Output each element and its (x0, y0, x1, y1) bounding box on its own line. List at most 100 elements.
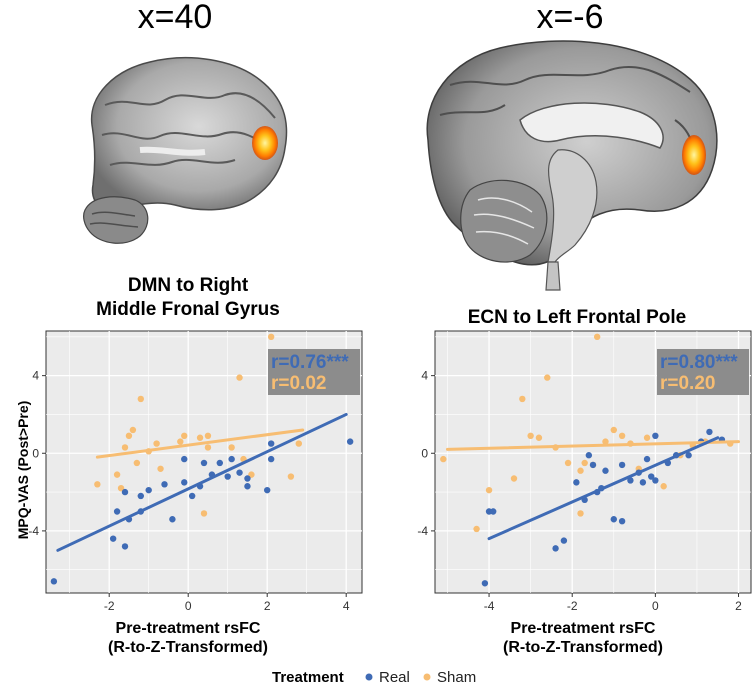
point-sham (248, 471, 255, 478)
point-sham (643, 434, 651, 441)
y-tick-label: -4 (28, 524, 39, 538)
point-real (560, 537, 568, 544)
point-real (236, 469, 243, 476)
correlation-real: r=0.80*** (660, 352, 738, 373)
x-tick-label: 4 (343, 599, 350, 613)
point-real (121, 488, 129, 496)
point-sham (544, 374, 551, 381)
point-real (639, 479, 647, 486)
point-sham (181, 432, 188, 439)
brain-slice-right-hemisphere: x=40 (83, 0, 288, 244)
annotation-box (268, 349, 360, 395)
x-tick-label: -4 (484, 599, 495, 613)
tick-labels: -4 -2 0 2 -4 0 4 (417, 369, 742, 613)
point-real (627, 477, 634, 484)
trend-line-real (487, 436, 720, 541)
point-sham (121, 444, 129, 451)
point-sham (113, 471, 121, 478)
point-real (648, 473, 655, 480)
panel1-xlabel-line1: Pre-treatment rsFC (116, 620, 261, 637)
point-sham (473, 525, 480, 533)
point-sham (510, 475, 518, 482)
point-real (109, 535, 117, 542)
point-real (161, 481, 168, 488)
point-sham (137, 395, 144, 403)
point-real (618, 461, 626, 469)
point-real (188, 492, 196, 500)
tick-labels: -2 0 2 4 -4 0 4 (28, 369, 350, 613)
point-real (706, 428, 713, 436)
annotation-box (657, 349, 749, 395)
point-real (121, 543, 129, 550)
point-sham (129, 426, 137, 434)
point-sham (577, 467, 584, 474)
point-sham (236, 374, 243, 381)
point-real (228, 455, 235, 463)
point-real (585, 452, 593, 459)
point-real (267, 440, 275, 447)
point-sham (564, 459, 572, 467)
y-tick-label: 0 (421, 446, 428, 460)
point-real (481, 580, 489, 587)
data-marks (440, 333, 741, 587)
x-tick-label: 0 (652, 599, 659, 613)
point-real (618, 517, 626, 525)
point-real (346, 438, 354, 445)
point-sham (157, 465, 164, 472)
x-tick-label: -2 (104, 599, 115, 613)
x-tick-label: 0 (185, 599, 192, 613)
trend-line-real (56, 412, 348, 552)
point-sham (153, 440, 160, 447)
point-real (652, 432, 659, 439)
legend-title: Treatment (272, 669, 344, 686)
trend-line-sham (95, 428, 305, 459)
point-sham (267, 333, 275, 341)
x-tick-label: -2 (567, 599, 578, 613)
point-real (113, 508, 121, 515)
point-real (145, 486, 152, 494)
point-sham (535, 434, 543, 441)
point-real (216, 459, 223, 467)
x-tick-label: 2 (264, 599, 271, 613)
point-sham (602, 438, 609, 445)
point-sham (133, 459, 141, 467)
brain-label-x40: x=40 (138, 0, 213, 36)
y-axis-label: MPQ-VAS (Post>Pre) (15, 401, 31, 540)
point-sham (295, 440, 302, 447)
point-sham (485, 486, 493, 494)
point-real (200, 459, 208, 467)
scatter-panel-ecn: -4 -2 0 2 -4 0 4 r=0.80***r=0.20 (417, 330, 752, 613)
point-sham (177, 438, 184, 445)
trend-line-sham (445, 440, 741, 451)
point-real (573, 479, 580, 486)
correlation-annotations: r=0.76***r=0.02 (268, 349, 360, 395)
point-sham (287, 473, 295, 480)
point-real (50, 578, 58, 585)
correlation-sham: r=0.20 (660, 373, 715, 394)
point-real (244, 483, 251, 490)
y-tick-label: 4 (32, 369, 39, 383)
point-sham (527, 432, 534, 439)
point-sham (117, 485, 125, 492)
panel2-xlabel-line2: (R-to-Z-Transformed) (503, 639, 663, 656)
point-sham (94, 481, 101, 488)
point-real (685, 452, 692, 459)
point-sham (228, 444, 235, 451)
point-real (589, 461, 597, 469)
data-marks (50, 333, 354, 585)
legend: Treatment Real Sham (272, 669, 476, 686)
point-real (552, 545, 559, 552)
point-real (181, 455, 188, 463)
point-sham (581, 459, 588, 467)
y-tick-label: 4 (421, 369, 428, 383)
point-sham (440, 455, 447, 463)
y-tick-label: 0 (32, 446, 39, 460)
panel1-xlabel-line2: (R-to-Z-Transformed) (108, 639, 268, 656)
point-real (264, 486, 271, 494)
brain-label-x-6: x=-6 (536, 0, 603, 36)
scatter-panel-dmn: -2 0 2 4 -4 0 4 r=0.76***r=0.02 (28, 330, 363, 613)
panel2-title: ECN to Left Frontal Pole (468, 307, 687, 328)
panel1-title-line1: DMN to Right (128, 275, 249, 296)
point-real (610, 516, 617, 523)
point-real (602, 467, 609, 474)
